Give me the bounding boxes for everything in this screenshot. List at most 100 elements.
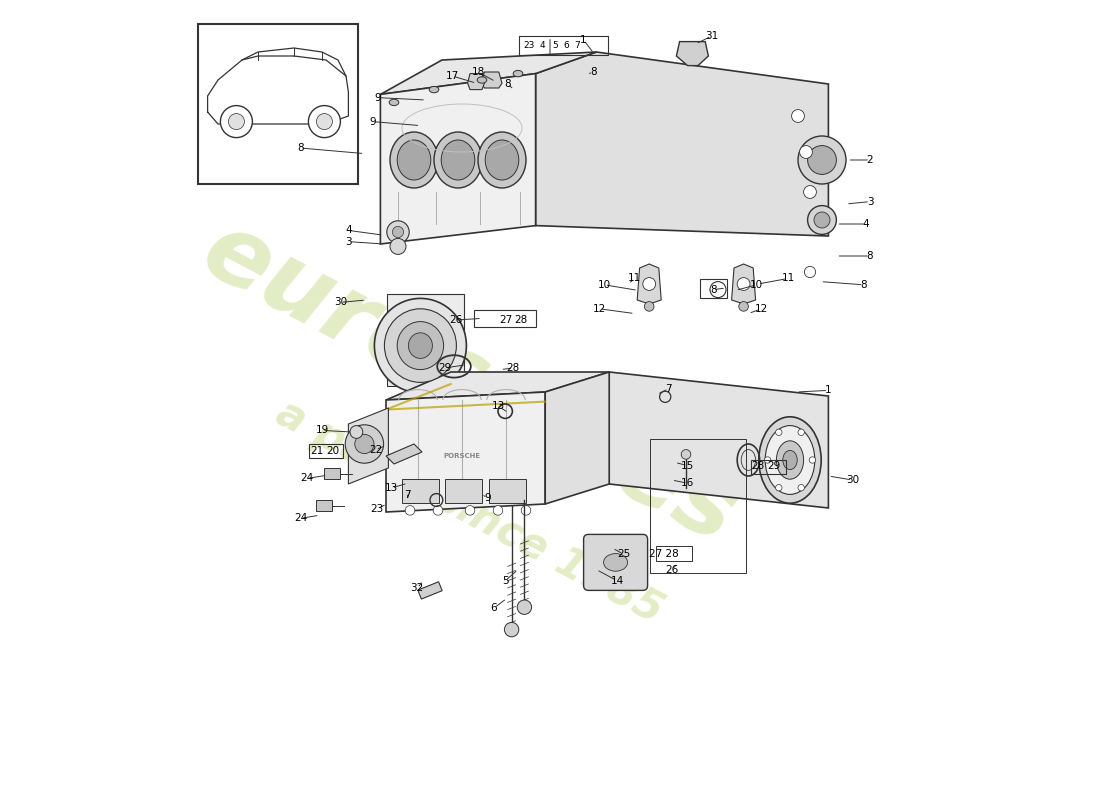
Circle shape: [387, 221, 409, 243]
FancyBboxPatch shape: [446, 479, 482, 503]
Text: 27 28: 27 28: [649, 549, 679, 558]
Text: 13: 13: [385, 483, 398, 493]
Text: 3: 3: [345, 237, 352, 246]
Text: 24: 24: [294, 514, 307, 523]
Circle shape: [355, 434, 374, 454]
Ellipse shape: [441, 140, 475, 180]
FancyBboxPatch shape: [402, 479, 439, 503]
Circle shape: [220, 106, 252, 138]
Circle shape: [804, 186, 816, 198]
Circle shape: [393, 226, 404, 238]
Text: 7: 7: [666, 384, 672, 394]
Text: 13: 13: [492, 402, 505, 411]
Ellipse shape: [477, 77, 487, 83]
Polygon shape: [481, 72, 502, 88]
Circle shape: [710, 282, 726, 298]
Circle shape: [229, 114, 244, 130]
FancyBboxPatch shape: [474, 310, 536, 327]
Polygon shape: [386, 392, 546, 512]
Ellipse shape: [374, 298, 466, 393]
Circle shape: [405, 506, 415, 515]
Text: 30: 30: [846, 475, 859, 485]
Text: 29: 29: [438, 363, 451, 373]
Ellipse shape: [390, 132, 438, 188]
Text: 24: 24: [300, 474, 313, 483]
Circle shape: [433, 506, 443, 515]
Circle shape: [505, 622, 519, 637]
Text: 9: 9: [374, 93, 381, 102]
Text: 31: 31: [705, 31, 718, 41]
Text: 5: 5: [552, 41, 558, 50]
Text: 4: 4: [862, 219, 869, 229]
Text: 11: 11: [782, 274, 795, 283]
Circle shape: [810, 457, 815, 463]
FancyBboxPatch shape: [584, 534, 648, 590]
Ellipse shape: [429, 86, 439, 93]
Circle shape: [681, 450, 691, 459]
FancyBboxPatch shape: [317, 500, 332, 511]
Circle shape: [798, 136, 846, 184]
Text: 12: 12: [593, 304, 606, 314]
Circle shape: [798, 429, 804, 435]
Polygon shape: [386, 372, 609, 400]
Text: 22: 22: [368, 445, 382, 454]
Text: 28: 28: [507, 363, 520, 373]
Circle shape: [642, 278, 656, 290]
Circle shape: [804, 266, 815, 278]
Text: 8: 8: [710, 285, 716, 294]
Text: 7: 7: [574, 41, 580, 50]
Ellipse shape: [766, 426, 815, 494]
Text: 29: 29: [768, 461, 781, 470]
Circle shape: [465, 506, 475, 515]
Ellipse shape: [397, 322, 443, 370]
Circle shape: [517, 600, 531, 614]
Text: 23: 23: [371, 504, 384, 514]
Text: 11: 11: [628, 274, 641, 283]
Text: 1: 1: [581, 35, 587, 45]
Ellipse shape: [783, 450, 798, 470]
Circle shape: [807, 146, 836, 174]
Ellipse shape: [397, 140, 431, 180]
Circle shape: [800, 146, 813, 158]
Text: 8: 8: [867, 251, 873, 261]
Polygon shape: [637, 264, 661, 304]
Text: 8: 8: [590, 67, 596, 77]
FancyBboxPatch shape: [490, 479, 526, 503]
Ellipse shape: [485, 140, 519, 180]
Polygon shape: [381, 74, 536, 244]
Text: 6: 6: [491, 603, 497, 613]
Polygon shape: [418, 582, 442, 599]
Circle shape: [807, 206, 836, 234]
Polygon shape: [468, 74, 484, 90]
Text: 10: 10: [597, 280, 611, 290]
Polygon shape: [676, 42, 708, 66]
Text: 4: 4: [540, 41, 546, 50]
Circle shape: [737, 278, 750, 290]
Text: eurocartes: eurocartes: [187, 204, 754, 564]
Text: 32: 32: [410, 583, 424, 593]
Text: 14: 14: [610, 576, 624, 586]
Circle shape: [345, 425, 384, 463]
Text: 5: 5: [502, 576, 508, 586]
Polygon shape: [381, 52, 596, 94]
FancyBboxPatch shape: [198, 24, 358, 184]
Text: 26: 26: [449, 315, 462, 325]
Circle shape: [798, 485, 804, 491]
Circle shape: [645, 302, 654, 311]
Polygon shape: [732, 264, 756, 304]
Ellipse shape: [384, 309, 456, 382]
Text: 26: 26: [666, 565, 679, 574]
Ellipse shape: [434, 132, 482, 188]
Circle shape: [814, 212, 830, 228]
Text: PORSCHE: PORSCHE: [443, 453, 481, 459]
Circle shape: [792, 110, 804, 122]
Text: 21: 21: [310, 446, 323, 456]
Text: 16: 16: [681, 478, 694, 488]
Circle shape: [493, 506, 503, 515]
Polygon shape: [386, 444, 422, 464]
Text: 28: 28: [751, 461, 764, 470]
Text: 9: 9: [370, 117, 376, 126]
Polygon shape: [546, 372, 609, 504]
Text: 18: 18: [472, 67, 485, 77]
Circle shape: [390, 238, 406, 254]
